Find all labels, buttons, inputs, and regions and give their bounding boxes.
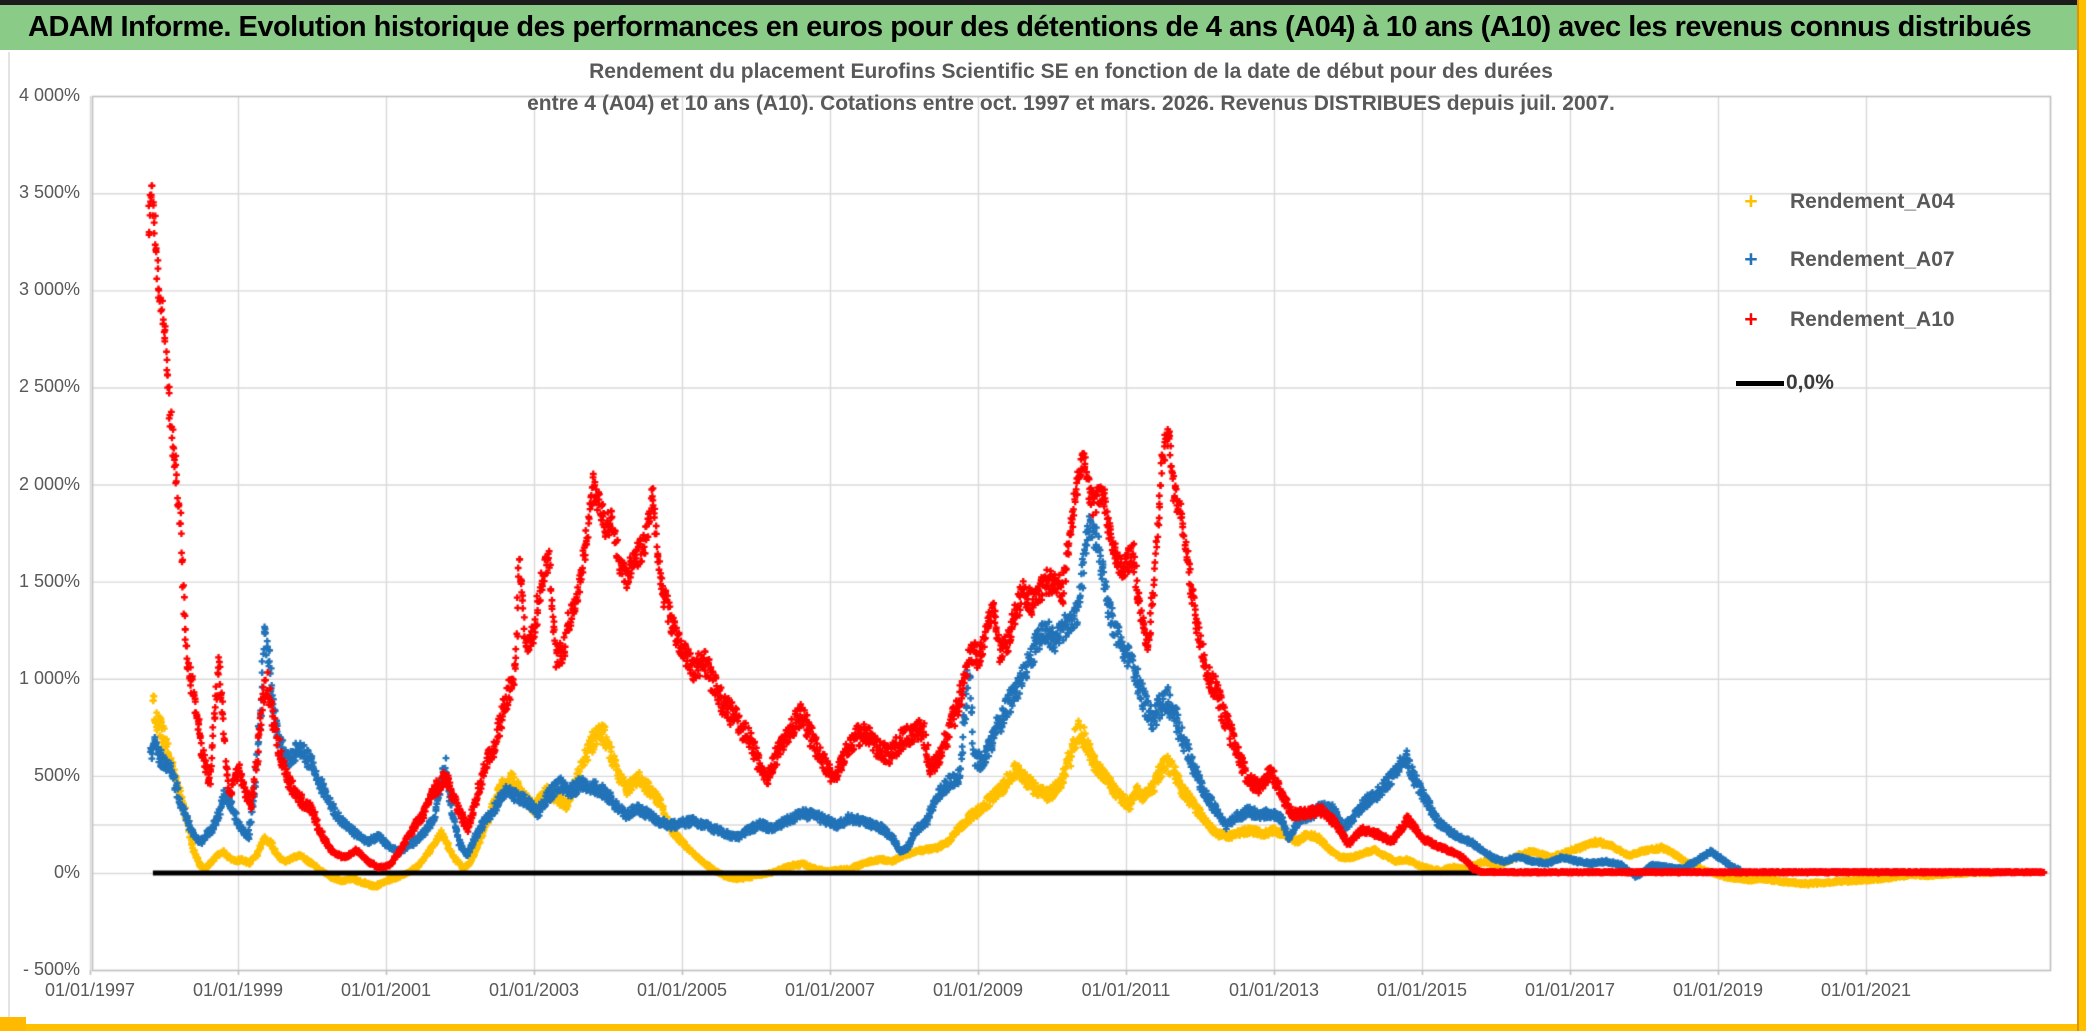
bottom-border xyxy=(0,1024,2077,1031)
legend-item-zero-line[interactable]: 0,0% xyxy=(1736,371,1834,395)
y-tick-label: 3 000% xyxy=(18,279,80,300)
x-tick-label: 01/01/2017 xyxy=(1524,980,1616,1000)
x-tick-label: 01/01/2021 xyxy=(1820,980,1912,1000)
x-tick-label: 01/01/2019 xyxy=(1672,980,1764,1000)
x-tick-label: 01/01/2011 xyxy=(1081,980,1171,1000)
x-tick-label: 01/01/2003 xyxy=(488,980,580,1000)
x-tick-label: 01/01/2013 xyxy=(1228,980,1320,1000)
plus-marker-icon: + xyxy=(1744,306,1758,332)
right-border xyxy=(2077,0,2086,1031)
legend-label: Rendement_A07 xyxy=(1790,247,1955,271)
legend-label: 0,0% xyxy=(1786,371,1834,394)
x-tick-label: 01/01/2015 xyxy=(1376,980,1468,1000)
y-tick-label: 2 000% xyxy=(18,473,80,494)
x-tick-label: 01/01/2007 xyxy=(784,980,876,1000)
legend-label: Rendement_A04 xyxy=(1790,189,1955,213)
y-tick-label: 2 500% xyxy=(18,376,80,397)
chart-title-line-2: entre 4 (A04) et 10 ans (A10). Cotations… xyxy=(527,92,1615,115)
zero-line-sample-icon xyxy=(1736,380,1784,386)
legend-label: Rendement_A10 xyxy=(1790,307,1955,331)
chart-title-line-1: Rendement du placement Eurofins Scientif… xyxy=(589,60,1553,83)
x-tick-label: 01/01/1997 xyxy=(44,980,136,1000)
plus-marker-icon: + xyxy=(1744,188,1758,214)
x-tick-label: 01/01/2009 xyxy=(932,980,1024,1000)
legend-item-rendement_a07[interactable]: + Rendement_A07 xyxy=(1736,246,1955,273)
x-tick-label: 01/01/2001 xyxy=(340,980,432,1000)
legend-item-rendement_a10[interactable]: + Rendement_A10 xyxy=(1736,306,1955,333)
legend-item-rendement_a04[interactable]: + Rendement_A04 xyxy=(1736,188,1955,215)
x-tick-label: 01/01/1999 xyxy=(192,980,284,1000)
y-tick-label: 3 500% xyxy=(18,182,80,203)
y-tick-label: - 500% xyxy=(22,959,80,980)
plus-marker-icon: + xyxy=(1744,246,1758,272)
y-tick-label: 0% xyxy=(53,862,80,882)
x-tick-label: 01/01/2005 xyxy=(636,980,728,1000)
y-tick-label: 500% xyxy=(33,764,80,785)
y-tick-label: 1 500% xyxy=(18,570,80,591)
corner-border xyxy=(0,1017,26,1031)
y-tick-label: 4 000% xyxy=(18,85,80,106)
y-tick-label: 1 000% xyxy=(18,667,80,688)
